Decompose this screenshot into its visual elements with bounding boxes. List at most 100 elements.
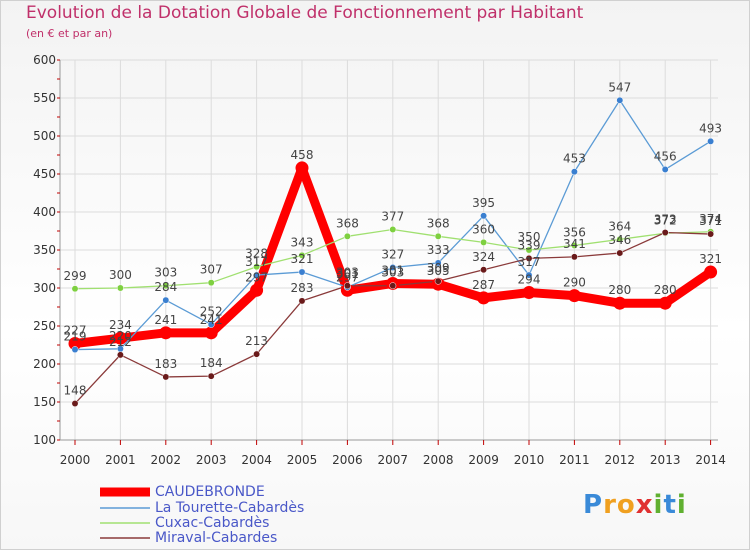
data-point xyxy=(707,230,715,238)
chart-subtitle: (en € et par an) xyxy=(26,27,113,40)
data-label: 377 xyxy=(381,209,404,223)
data-point xyxy=(480,238,488,246)
data-point xyxy=(616,235,624,243)
data-label: 300 xyxy=(109,268,132,282)
proxiti-logo: Proxiti xyxy=(583,490,687,520)
data-label: 321 xyxy=(291,252,314,266)
data-label: 364 xyxy=(608,219,631,233)
data-point xyxy=(116,351,124,359)
data-label: 241 xyxy=(200,313,223,327)
y-tick-label: 400 xyxy=(33,205,56,219)
x-tick-label: 2012 xyxy=(605,453,636,467)
data-label: 287 xyxy=(472,278,495,292)
data-label: 309 xyxy=(427,261,450,275)
data-point xyxy=(616,96,624,104)
legend-item-caudebronde: CAUDEBRONDE xyxy=(100,484,265,500)
data-label: 301 xyxy=(336,267,359,281)
x-tick-label: 2004 xyxy=(241,453,272,467)
data-point xyxy=(570,241,578,249)
data-label: 374 xyxy=(699,212,722,226)
data-point xyxy=(434,277,442,285)
data-point xyxy=(295,161,309,175)
y-tick-label: 300 xyxy=(33,281,56,295)
data-point xyxy=(707,137,715,145)
data-point xyxy=(567,289,581,303)
data-label: 284 xyxy=(154,280,177,294)
data-point xyxy=(434,232,442,240)
x-tick-label: 2014 xyxy=(695,453,726,467)
data-label: 341 xyxy=(563,237,586,251)
data-label: 458 xyxy=(291,148,314,162)
y-tick-label: 500 xyxy=(33,129,56,143)
data-label: 368 xyxy=(427,216,450,230)
data-point xyxy=(389,226,397,233)
y-tick-label: 100 xyxy=(33,433,56,447)
data-point xyxy=(250,283,264,297)
data-point xyxy=(68,336,82,350)
data-label: 280 xyxy=(608,283,631,297)
data-point xyxy=(116,284,124,292)
legend-label-caudebronde: CAUDEBRONDE xyxy=(155,484,265,500)
data-label: 307 xyxy=(200,263,223,277)
data-label: 339 xyxy=(518,238,541,252)
data-label: 371 xyxy=(699,214,722,228)
data-point xyxy=(71,400,79,407)
data-point xyxy=(253,350,261,358)
data-point xyxy=(253,263,261,271)
data-point xyxy=(71,346,79,354)
data-point xyxy=(298,297,306,305)
data-point xyxy=(253,271,261,279)
data-point xyxy=(162,282,170,290)
data-label: 183 xyxy=(154,357,177,371)
data-label: 294 xyxy=(518,273,541,287)
data-label: 184 xyxy=(200,356,223,370)
data-point xyxy=(159,326,173,340)
chart-title: Evolution de la Dotation Globale de Fonc… xyxy=(26,3,584,23)
legend-label-miraval: Miraval-Cabardes xyxy=(155,530,278,546)
data-label: 299 xyxy=(64,269,87,283)
data-point xyxy=(162,296,170,304)
y-tick-label: 150 xyxy=(33,395,56,409)
y-tick-label: 450 xyxy=(33,167,56,181)
data-label: 333 xyxy=(427,243,450,257)
data-label: 453 xyxy=(563,152,586,166)
x-tick-label: 2001 xyxy=(105,453,136,467)
data-label: 343 xyxy=(291,235,314,249)
data-label: 220 xyxy=(109,329,132,343)
x-tick-label: 2003 xyxy=(196,453,227,467)
x-tick-label: 2008 xyxy=(423,453,454,467)
data-label: 301 xyxy=(381,263,404,277)
data-point xyxy=(343,282,351,290)
data-point xyxy=(525,271,533,279)
data-point xyxy=(298,251,306,259)
x-tick-label: 2007 xyxy=(378,453,409,467)
data-label: 303 xyxy=(154,266,177,280)
data-label: 317 xyxy=(245,255,268,269)
legend-item-miraval: Miraval-Cabardes xyxy=(100,530,277,546)
data-label: 368 xyxy=(336,216,359,230)
data-label: 372 xyxy=(654,213,677,227)
data-point xyxy=(522,286,536,300)
data-point xyxy=(113,331,127,345)
data-point xyxy=(480,266,488,274)
y-tick-label: 600 xyxy=(33,53,56,67)
data-label: 148 xyxy=(64,384,87,398)
data-point xyxy=(477,291,491,305)
data-label: 297 xyxy=(245,270,268,284)
y-tick-label: 350 xyxy=(33,243,56,257)
data-point xyxy=(525,246,533,254)
data-point xyxy=(389,264,397,271)
x-tick-label: 2013 xyxy=(650,453,681,467)
data-label: 234 xyxy=(109,318,132,332)
data-label: 317 xyxy=(518,255,541,269)
x-tick-label: 2005 xyxy=(287,453,318,467)
data-label: 346 xyxy=(608,233,631,247)
data-point xyxy=(661,229,669,236)
data-label: 321 xyxy=(699,252,722,266)
data-label: 356 xyxy=(563,225,586,239)
y-tick-label: 550 xyxy=(33,91,56,105)
data-point xyxy=(204,326,218,340)
data-label: 324 xyxy=(472,250,495,264)
data-label: 373 xyxy=(654,213,677,227)
